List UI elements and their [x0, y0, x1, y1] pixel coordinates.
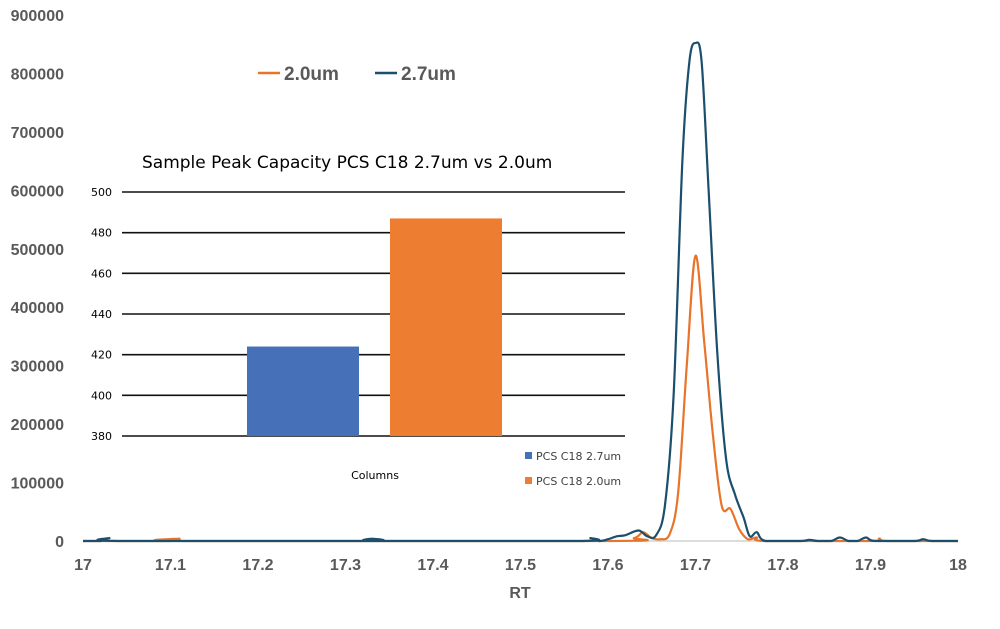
- inset-y-tick-label: 480: [91, 227, 112, 240]
- legend-label: 2.7um: [401, 64, 456, 85]
- y-tick-label: 200000: [11, 417, 64, 434]
- inset-y-tick-label: 400: [91, 389, 112, 402]
- inset-y-tick-label: 440: [91, 308, 112, 321]
- x-tick-label: 17.9: [855, 557, 886, 574]
- inset-bar: [390, 218, 502, 436]
- series-line-2.0um: [82, 254, 958, 543]
- x-tick-label: 17.2: [242, 557, 273, 574]
- y-tick-label: 300000: [11, 359, 64, 376]
- inset-y-tick-label: 500: [91, 186, 112, 199]
- inset-y-tick-label: 460: [91, 267, 112, 280]
- x-tick-label: 17.6: [592, 557, 623, 574]
- inset-y-tick-label: 380: [91, 430, 112, 443]
- y-tick-label: 800000: [11, 66, 64, 83]
- inset-y-tick-label: 420: [91, 349, 112, 362]
- inset-legend-label: PCS C18 2.0um: [536, 475, 621, 488]
- y-tick-label: 100000: [11, 476, 64, 493]
- inset-legend-label: PCS C18 2.7um: [536, 450, 621, 463]
- x-tick-label: 18: [949, 557, 967, 574]
- y-tick-label: 400000: [11, 300, 64, 317]
- x-tick-label: 17.1: [155, 557, 186, 574]
- y-tick-label: 700000: [11, 125, 64, 142]
- series-line-2.7um: [82, 41, 958, 543]
- x-tick-label: 17.8: [767, 557, 798, 574]
- legend-label: 2.0um: [284, 64, 339, 85]
- inset-x-axis-title: Columns: [351, 469, 399, 482]
- y-tick-label: 0: [55, 534, 64, 551]
- inset-bar: [247, 346, 359, 436]
- x-tick-label: 17.3: [330, 557, 361, 574]
- y-tick-label: 900000: [11, 8, 64, 25]
- y-tick-label: 600000: [11, 183, 64, 200]
- inset-legend-swatch: [525, 452, 532, 459]
- x-tick-label: 17: [74, 557, 92, 574]
- x-axis-title: RT: [509, 585, 531, 602]
- x-tick-label: 17.4: [417, 557, 448, 574]
- y-tick-label: 500000: [11, 242, 64, 259]
- x-tick-label: 17.5: [505, 557, 536, 574]
- x-tick-label: 17.7: [680, 557, 711, 574]
- inset-title: Sample Peak Capacity PCS C18 2.7um vs 2.…: [142, 153, 552, 173]
- inset-legend-swatch: [525, 477, 532, 484]
